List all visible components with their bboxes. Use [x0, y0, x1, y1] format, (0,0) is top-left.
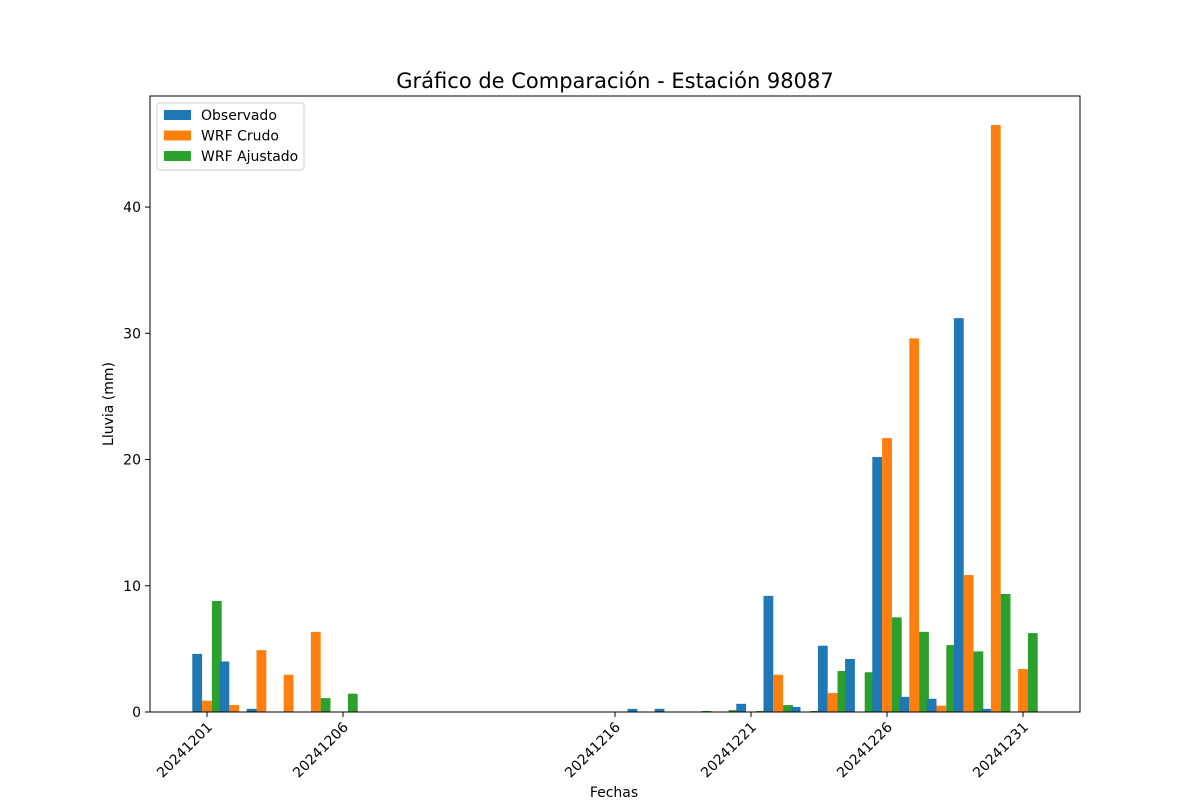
legend-box [156, 102, 305, 171]
legend-swatch-3 [164, 151, 191, 161]
bar-2-20241226 [882, 438, 892, 712]
bar-3-20241225 [864, 672, 875, 712]
bars-group [192, 125, 1038, 712]
bar-2-20241202 [229, 705, 240, 712]
y-tick-label-20: 20 [123, 453, 141, 469]
bar-3-20241220 [728, 710, 739, 712]
y-axis-label: Lluvia (mm) [101, 362, 117, 446]
y-axis: 0 10 20 30 40 [123, 200, 150, 721]
bar-2-20241205 [310, 631, 321, 712]
y-tick-label-10: 10 [123, 579, 141, 595]
bar-1-20241202 [219, 661, 230, 712]
bar-1-20241222 [763, 595, 774, 712]
chart-title: Gráfico de Comparación - Estación 98087 [396, 69, 833, 93]
bar-1-20241225 [845, 658, 855, 712]
y-tick-label-30: 30 [123, 326, 141, 342]
legend-swatch-1 [164, 110, 191, 120]
legend-swatch-2 [164, 130, 191, 141]
bar-2-20241224 [827, 693, 838, 712]
bar-1-20241203 [246, 708, 257, 712]
bar-1-20241230 [981, 708, 991, 712]
bar-1-20241221 [736, 703, 747, 712]
bar-3-20241222 [783, 705, 793, 712]
bar-2-20241230 [990, 125, 1001, 712]
bar-3-20241231 [1027, 633, 1038, 712]
bar-1-20241223 [790, 706, 801, 712]
bar-2-20241229 [963, 575, 974, 712]
bar-3-20241229 [973, 651, 984, 712]
legend: Observado WRF Crudo WRF Ajustado [156, 102, 305, 171]
legend-label-2: WRF Crudo [201, 129, 279, 145]
bar-3-20241206 [347, 693, 358, 712]
bar-2-20241201 [202, 700, 212, 712]
bar-1-20241226 [872, 457, 883, 712]
bar-3-20241230 [1000, 593, 1011, 712]
bar-2-20241231 [1018, 669, 1028, 712]
bar-3-20241201 [211, 600, 222, 712]
bar-1-20241227 [899, 696, 910, 712]
bar-1-20241201 [192, 653, 203, 712]
bar-1-20241218 [654, 708, 665, 712]
bar-1-20241229 [953, 318, 964, 712]
bar-3-20241221 [755, 710, 766, 712]
bar-2-20241228 [936, 705, 947, 712]
legend-label-3: WRF Ajustado [201, 149, 298, 165]
bar-1-20241228 [926, 698, 937, 712]
bar-3-20241226 [891, 617, 902, 712]
bar-2-20241203 [256, 650, 267, 712]
bar-3-20241205 [320, 698, 331, 712]
bar-1-20241224 [817, 645, 828, 712]
y-tick-label-40: 40 [123, 200, 141, 216]
legend-label-1: Observado [201, 108, 277, 124]
bar-3-20241224 [837, 670, 848, 712]
bar-2-20241204 [283, 674, 294, 712]
bar-2-20241227 [909, 338, 920, 712]
y-tick-label-0: 0 [132, 705, 141, 721]
x-axis-label: Fechas [590, 785, 638, 800]
bar-3-20241219 [701, 710, 712, 712]
bar-3-20241227 [919, 631, 929, 712]
bar-3-20241228 [946, 645, 957, 712]
bar-3-20241223 [810, 710, 821, 712]
bar-1-20241217 [627, 708, 638, 712]
bar-2-20241222 [773, 674, 784, 712]
